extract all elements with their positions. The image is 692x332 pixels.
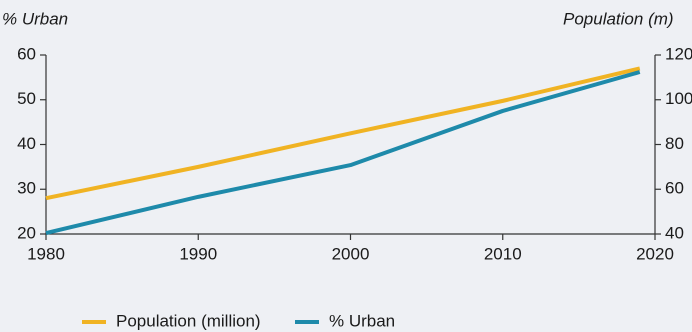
- y2-tick-label: 80: [665, 134, 684, 153]
- y-tick-label: 60: [17, 44, 36, 63]
- legend-label: Population (million): [116, 311, 261, 330]
- y2-axis-label: Population (m): [563, 9, 674, 28]
- x-tick-label: 1990: [179, 244, 217, 263]
- y2-tick-label: 60: [665, 179, 684, 198]
- x-tick-label: 2010: [484, 244, 522, 263]
- y-tick-label: 20: [17, 223, 36, 242]
- y2-tick-label: 120: [665, 44, 692, 63]
- x-tick-label: 1980: [27, 244, 65, 263]
- x-tick-label: 2020: [636, 244, 674, 263]
- y-tick-label: 40: [17, 134, 36, 153]
- y2-tick-label: 40: [665, 223, 684, 242]
- data-line: [45, 66, 641, 201]
- legend-label: % Urban: [329, 311, 395, 330]
- y-tick-label: 30: [17, 179, 36, 198]
- data-line: [45, 70, 641, 236]
- y2-tick-label: 100: [665, 89, 692, 108]
- y-tick-label: 50: [17, 89, 36, 108]
- y-axis-label: % Urban: [2, 9, 68, 28]
- x-tick-label: 2000: [332, 244, 370, 263]
